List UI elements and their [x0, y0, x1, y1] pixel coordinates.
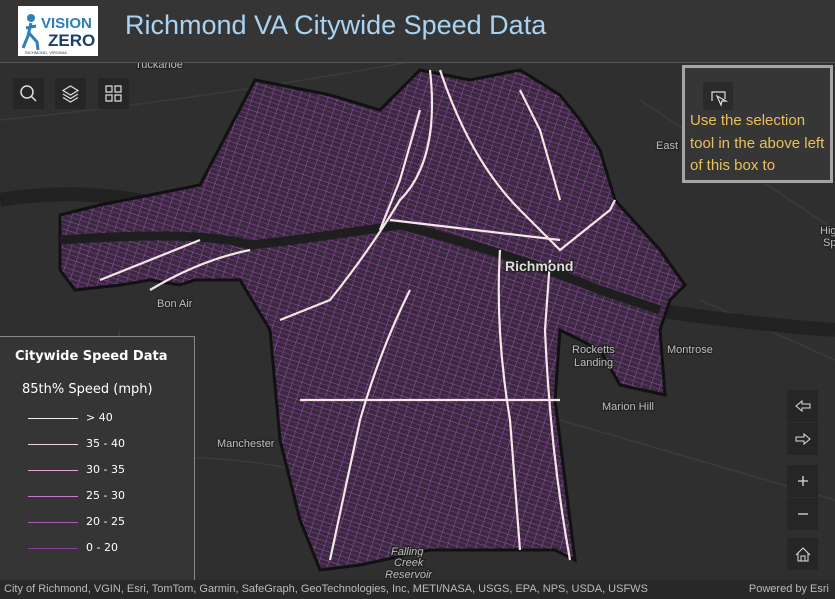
- selection-tool[interactable]: [703, 82, 733, 110]
- info-text: Use the selection tool in the above left…: [690, 112, 825, 174]
- river-city: [59, 220, 662, 315]
- map-label: Marion Hill: [602, 401, 654, 413]
- header: VISION ZERO RICHMOND, VIRGINIA Richmond …: [0, 0, 835, 63]
- map-label: Reservoir: [385, 569, 433, 581]
- legend-item: 25 - 30: [28, 489, 188, 505]
- info-box: Use the selection tool in the above left…: [682, 65, 833, 183]
- logo-text: RICHMOND, VIRGINIA: [25, 50, 67, 55]
- layers-button[interactable]: [55, 78, 86, 109]
- legend-label: 35 - 40: [86, 437, 125, 450]
- map-label: Rocketts: [572, 344, 615, 356]
- legend-item: 30 - 35: [28, 463, 188, 479]
- map-label: Richmond: [505, 258, 573, 274]
- legend-swatch: [28, 470, 78, 471]
- map-label: Falling: [391, 546, 424, 558]
- legend-swatch: [28, 418, 78, 419]
- next-extent[interactable]: [787, 423, 818, 455]
- map-label: Sp: [823, 237, 835, 249]
- legend-swatch: [28, 496, 78, 497]
- map-label: Hig: [820, 225, 835, 237]
- legend-label: 20 - 25: [86, 515, 125, 528]
- legend-item: > 40: [28, 411, 188, 427]
- map-label: Montrose: [667, 344, 713, 356]
- legend-item: 20 - 25: [28, 515, 188, 531]
- map-label: Bon Air: [157, 298, 193, 310]
- previous-extent[interactable]: [787, 390, 818, 422]
- legend-item: 35 - 40: [28, 437, 188, 453]
- map-label: Landing: [574, 357, 613, 369]
- zoom-out[interactable]: [787, 498, 818, 530]
- zoom-in[interactable]: [787, 465, 818, 497]
- legend-swatch: [28, 444, 78, 445]
- legend-title: Citywide Speed Data: [15, 349, 168, 364]
- city-boundary: [58, 68, 687, 572]
- legend-subtitle: 85th% Speed (mph): [22, 382, 153, 397]
- legend: Citywide Speed Data 85th% Speed (mph) > …: [0, 336, 195, 581]
- highways: [99, 69, 616, 561]
- map-label: Manchester: [217, 438, 275, 450]
- legend-label: > 40: [86, 411, 113, 424]
- logo-text: VISION: [41, 15, 92, 32]
- map-label: Tuckahoe: [135, 63, 183, 71]
- home[interactable]: [787, 538, 818, 570]
- attribution: City of Richmond, VGIN, Esri, TomTom, Ga…: [0, 580, 835, 599]
- search-button[interactable]: [13, 78, 44, 109]
- legend-label: 0 - 20: [86, 541, 118, 554]
- legend-label: 30 - 35: [86, 463, 125, 476]
- legend-item: 0 - 20: [28, 541, 188, 557]
- title: Richmond VA Citywide Speed Data: [125, 10, 547, 40]
- legend-label: 25 - 30: [86, 489, 125, 502]
- legend-swatch: [28, 522, 78, 523]
- logo-text: ZERO: [48, 31, 95, 50]
- attribution-sources: City of Richmond, VGIN, Esri, TomTom, Ga…: [4, 583, 648, 595]
- basemap-button[interactable]: [98, 78, 129, 109]
- powered-by[interactable]: Powered by Esri: [748, 583, 829, 595]
- legend-swatch: [28, 548, 78, 549]
- map-label: East: [656, 140, 678, 152]
- map-label: Creek: [394, 557, 424, 569]
- logo: VISION ZERO RICHMOND, VIRGINIA: [18, 6, 98, 56]
